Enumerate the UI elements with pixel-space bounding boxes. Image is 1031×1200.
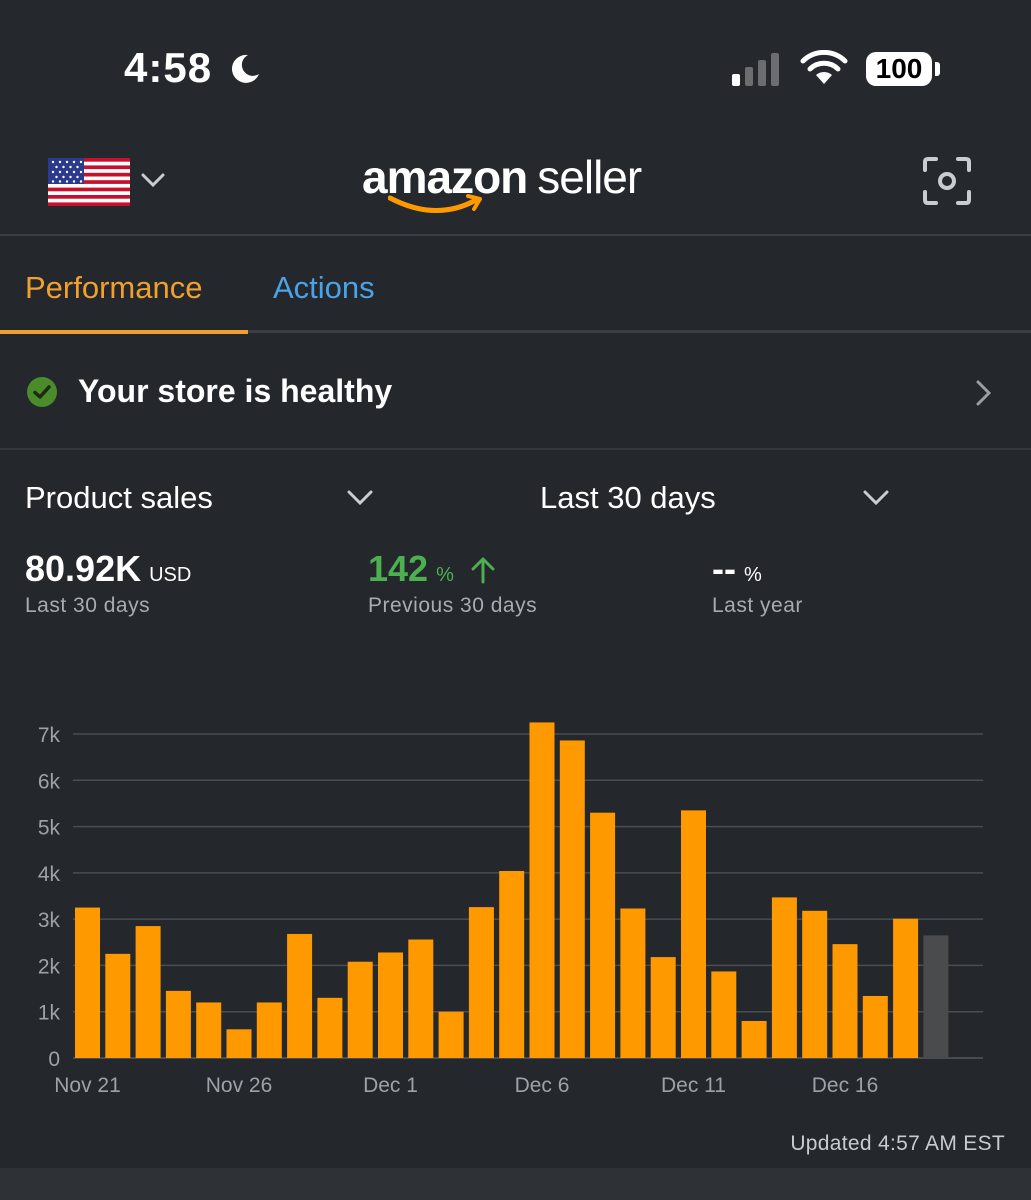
chevron-down-icon[interactable] [140,170,166,190]
period-dropdown[interactable]: Last 30 days [540,480,716,515]
store-health-text: Your store is healthy [78,373,393,409]
y-tick-label: 5k [38,817,61,840]
status-bar: 4:58 100 [0,0,1031,130]
bar-dec-8[interactable] [590,812,616,1058]
tab-bar-divider [248,330,1031,333]
tab-actions[interactable]: Actions [273,270,375,305]
sales-bar-chart[interactable]: 0 1k 2k 3k 4k 5k 6k 7k Nov 21 Nov 26 Dec 1 Dec 6 Dec… [0,690,1031,1110]
arrow-up-icon [471,557,495,584]
bar-dec-10[interactable] [650,957,676,1058]
x-tick-label: Dec 16 [812,1074,879,1097]
bar-dec-2[interactable] [408,939,434,1058]
battery-icon: 100 [866,52,932,86]
x-tick-label: Dec 11 [661,1074,726,1097]
kpi-last-year-label: Last year [712,594,803,617]
bar-nov-30[interactable] [347,961,373,1058]
x-tick-label: Dec 6 [515,1074,570,1097]
status-time: 4:58 [124,44,213,91]
store-health-row[interactable]: Your store is healthy [0,336,1031,448]
bar-dec-14[interactable] [771,897,797,1058]
tab-performance[interactable]: Performance [25,270,203,305]
kpi-current-label: Last 30 days [25,594,151,617]
kpi-current-unit: USD [149,564,192,586]
bottom-strip [0,1168,1031,1200]
kpi-current-value: 80.92K USD [25,548,191,590]
bar-dec-5[interactable] [499,871,525,1058]
y-tick-label: 4k [38,863,61,886]
logo-suffix: seller [537,151,642,203]
kpi-previous-value: 142% [368,548,454,590]
metric-dropdown[interactable]: Product sales [25,480,213,515]
bar-nov-24[interactable] [165,990,191,1058]
bar-nov-21[interactable] [75,907,100,1058]
bar-dec-1[interactable] [378,952,403,1058]
bar-nov-27[interactable] [256,1002,282,1058]
moon-icon [231,54,259,83]
chevron-right-icon[interactable] [972,378,994,408]
tab-bar: Performance Actions [0,238,1031,334]
kpi-last-year-value: --% [712,548,762,590]
battery-cap [935,62,940,76]
chevron-down-icon[interactable] [862,488,890,508]
bar-dec-9[interactable] [620,908,646,1058]
amazon-seller-logo: amazon seller [362,150,642,204]
bar-nov-23[interactable] [135,926,161,1058]
bar-dec-7[interactable] [559,740,585,1058]
y-tick-label: 2k [38,955,61,978]
bar-dec-16[interactable] [832,944,858,1058]
bar-dec-19[interactable] [923,935,949,1058]
us-flag-icon[interactable] [48,158,130,206]
bar-dec-11[interactable] [681,810,706,1058]
app-header: amazon seller [0,130,1031,234]
chevron-down-icon[interactable] [346,488,374,508]
header-divider [0,234,1031,236]
kpi-previous-number: 142 [368,548,429,589]
kpi-current-number: 80.92K [25,548,142,589]
wifi-icon [800,50,848,84]
bar-dec-15[interactable] [802,910,828,1058]
active-tab-indicator [0,330,248,334]
logo-brand: amazon [362,151,528,203]
bar-nov-22[interactable] [105,953,131,1058]
y-tick-label: 1k [38,1002,61,1025]
x-tick-label: Nov 21 [54,1074,121,1097]
y-tick-label: 3k [38,909,61,932]
bar-nov-25[interactable] [196,1002,222,1058]
bar-nov-28[interactable] [287,933,313,1058]
last-updated-text: Updated 4:57 AM EST [790,1132,1005,1155]
bar-nov-29[interactable] [317,997,343,1058]
cellular-signal-icon [732,53,779,86]
bar-dec-13[interactable] [741,1020,767,1058]
x-tick-label: Dec 1 [363,1074,418,1097]
bar-dec-6[interactable] [529,722,555,1058]
bar-dec-4[interactable] [468,907,494,1058]
amazon-smile-icon [388,194,482,213]
x-tick-label: Nov 26 [206,1074,273,1097]
kpi-last-year-number: -- [712,548,736,589]
y-tick-label: 0 [48,1048,60,1071]
bar-dec-3[interactable] [438,1011,464,1058]
bar-dec-12[interactable] [711,971,737,1058]
kpi-last-year-unit: % [743,564,762,586]
bar-dec-18[interactable] [893,918,919,1058]
check-circle-icon [27,377,57,407]
kpi-previous-unit: % [436,564,454,586]
bar-nov-26[interactable] [226,1029,252,1058]
kpi-previous-label: Previous 30 days [368,594,538,617]
bar-dec-17[interactable] [862,995,888,1058]
section-divider [0,448,1031,450]
y-tick-label: 6k [38,770,61,793]
y-tick-label: 7k [38,724,61,747]
camera-scan-icon[interactable] [922,156,972,206]
